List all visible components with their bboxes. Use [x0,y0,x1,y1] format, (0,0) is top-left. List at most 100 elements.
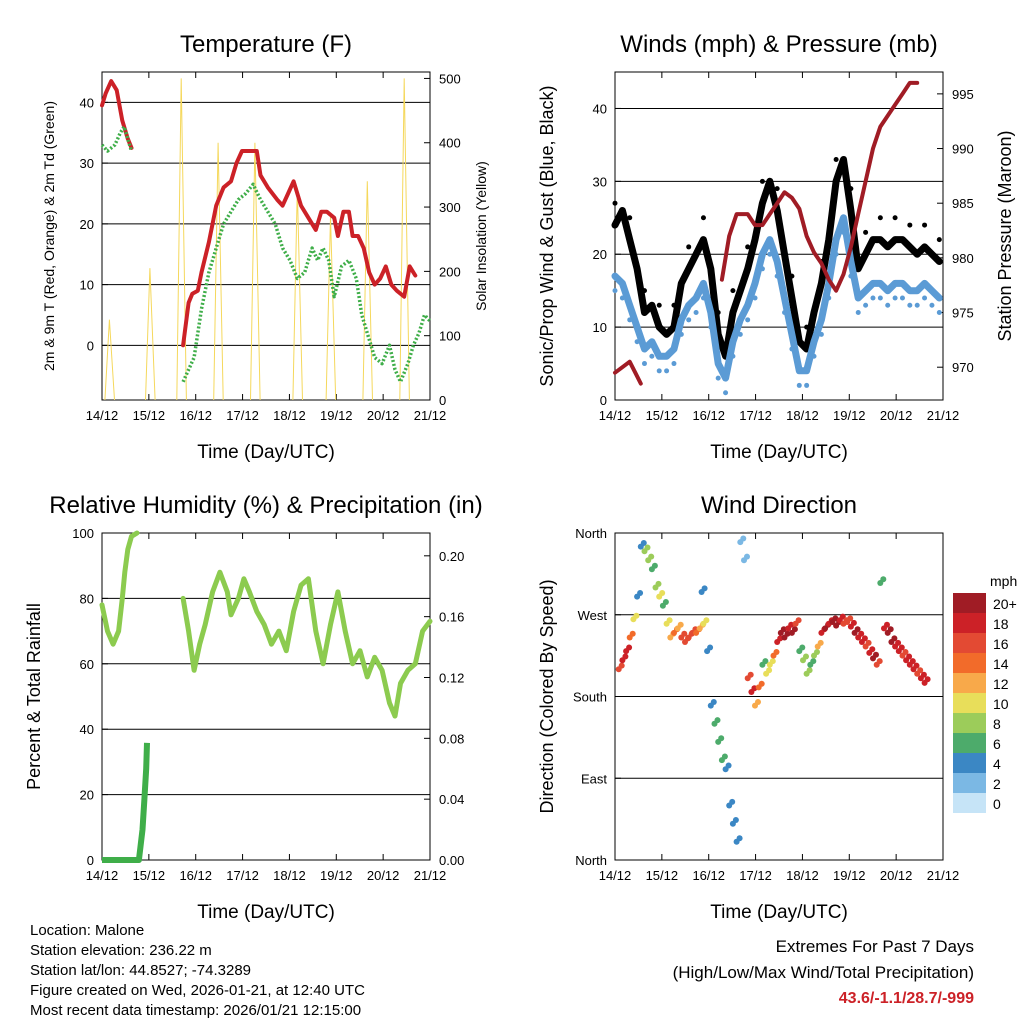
y-tick-label: 40 [593,101,607,116]
x-tick-label: 14/12 [599,868,632,883]
y-axis-label: Direction (Colored By Speed) [537,579,557,813]
y2-tick-label: 0.04 [439,792,464,807]
recent-timestamp: Most recent data timestamp: 2026/01/21 1… [30,1002,362,1019]
wind-speed-point [774,273,780,279]
x-tick-label: 14/12 [86,408,119,423]
direction-point [895,639,902,646]
wind-direction-panel: Wind Direction Time (Day/UTC) Direction (C… [537,492,959,923]
direction-point [791,626,798,633]
wind-speed-point [634,339,640,345]
x-tick-label: 19/12 [833,868,866,883]
y2-tick-label: 0.00 [439,853,464,868]
x-axis-label: Time (Day/UTC) [197,442,335,463]
wind-gust-point [700,215,706,221]
direction-point [666,617,673,624]
humidity-precip-panel: Relative Humidity (%) & Precipitation (i… [24,492,483,923]
y2-tick-label: 970 [952,360,974,375]
colorbar-swatch [953,673,986,693]
direction-point [873,651,879,658]
x-tick-label: 21/12 [927,408,960,423]
extremes-subtitle: (High/Low/Max Wind/Total Precipitation) [672,963,974,982]
direction-point [869,646,876,653]
x-tick-label: 15/12 [133,408,166,423]
extremes-box: Extremes For Past 7 Days (High/Low/Max W… [673,934,974,1012]
direction-point [710,699,717,705]
colorbar-swatch [953,693,986,713]
colorbar-tick-label: 20+ [993,596,1017,612]
direction-point [618,662,625,669]
wind-speed-point [693,310,699,316]
direction-point [847,615,854,622]
wind-gust-point [863,229,869,235]
y2-tick-label: 985 [952,196,974,211]
colorbar-swatch [953,753,986,773]
x-tick-label: 16/12 [179,868,212,883]
colorbar-swatch [953,773,986,793]
wind-gust-point [848,186,854,192]
y-tick-label: 10 [80,278,94,293]
y2-tick-label: 0.20 [439,549,464,564]
x-tick-label: 20/12 [367,408,400,423]
wind-speed-point [649,353,655,359]
direction-point [799,644,806,651]
y2-tick-label: 0 [439,393,446,408]
wind-speed-point [708,324,714,330]
y-axis-label: 2m & 9m T (Red, Orange) & 2m Td (Green) [41,101,57,371]
y-tick-label: East [581,771,607,786]
colorbar-swatch [953,613,986,633]
x-tick-label: 18/12 [273,408,306,423]
chart-title: Relative Humidity (%) & Precipitation (i… [49,492,482,519]
wind-gust-point [877,215,883,221]
wind-gust-point [907,222,913,228]
y-tick-label: 20 [80,217,94,232]
y-tick-label: West [578,608,608,623]
wind-speed-line [611,214,943,382]
x-tick-label: 14/12 [86,868,119,883]
direction-point [773,649,780,655]
wind-gust-point [641,288,647,294]
wind-gust-point [833,156,839,162]
direction-point [758,680,765,687]
x-tick-label: 21/12 [414,408,447,423]
direction-point [806,667,813,674]
plot-border [101,71,431,401]
direction-point [640,540,647,546]
precip-line [102,742,150,863]
direction-point [732,817,739,823]
solar-insolation-line [362,181,373,401]
wind-speed-point [752,295,758,301]
wind-speed-point [723,390,729,396]
y-tick-label: 60 [80,657,94,672]
wind-speed-point [929,302,935,308]
wind-gust-point [774,186,780,192]
direction-point [637,590,644,596]
wind-gust-point [730,288,736,294]
direction-point [755,699,761,705]
x-tick-label: 18/12 [786,408,819,423]
x-tick-label: 21/12 [414,868,447,883]
wind-speed-point [855,310,861,316]
x-tick-label: 18/12 [273,868,306,883]
x-tick-label: 19/12 [320,408,353,423]
y-axis-label: Percent & Total Rainfall [24,603,44,790]
direction-point [854,626,861,633]
x-tick-label: 17/12 [226,408,259,423]
plot-border [614,71,944,401]
y2-tick-label: 100 [439,329,461,344]
wind-speed-point [833,251,839,257]
direction-point [740,535,747,542]
direction-point [924,676,931,683]
x-tick-label: 15/12 [646,868,679,883]
direction-point [898,644,905,651]
y-tick-label: 0 [600,393,607,408]
wind-gust-point [892,215,898,221]
x-tick-label: 17/12 [739,868,772,883]
x-tick-label: 18/12 [786,868,819,883]
x-axis-label: Time (Day/UTC) [197,902,335,923]
x-tick-label: 17/12 [226,868,259,883]
figure-created: Figure created on Wed, 2026-01-21, at 12… [30,982,365,999]
direction-point [729,798,736,805]
direction-point [721,753,728,760]
station-location: Location: Malone [30,922,145,939]
